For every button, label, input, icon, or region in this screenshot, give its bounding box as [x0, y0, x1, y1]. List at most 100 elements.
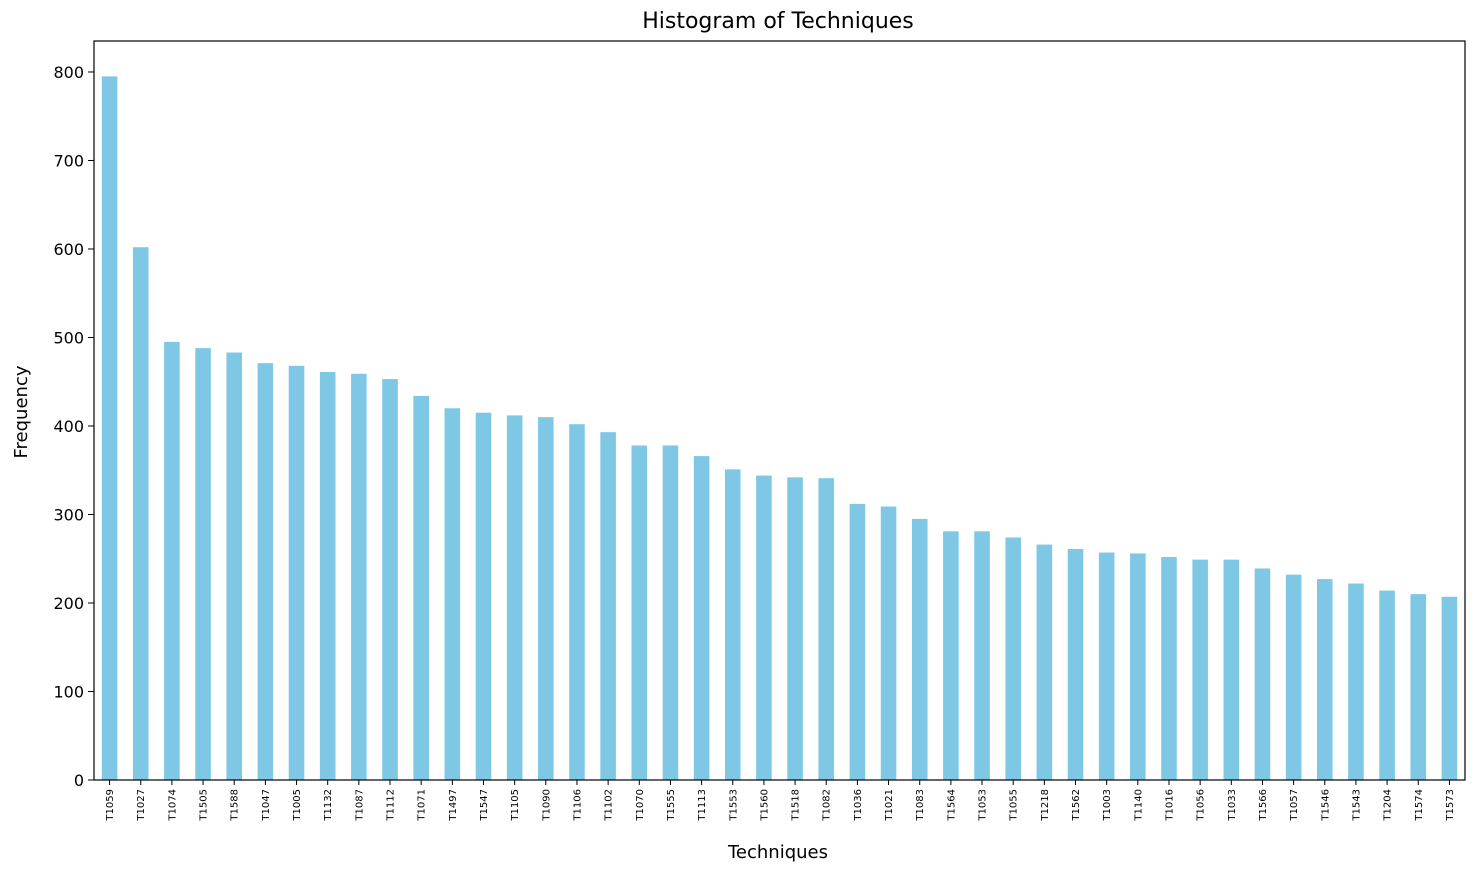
y-tick-label: 0 [74, 771, 84, 790]
x-tick-label: T1562 [1071, 789, 1082, 822]
x-tick-label: T1574 [1414, 789, 1425, 822]
bar-t1566 [1254, 568, 1271, 780]
y-tick-label: 500 [53, 328, 84, 347]
x-tick-label: T1102 [604, 789, 615, 822]
bar-t1005 [288, 365, 305, 780]
y-tick-label: 400 [53, 417, 84, 436]
x-tick-label: T1070 [635, 789, 646, 822]
bar-t1074 [164, 341, 180, 780]
bar-t1090 [538, 417, 554, 780]
bar-t1003 [1098, 552, 1115, 780]
x-tick-label: T1021 [884, 789, 895, 822]
x-tick-label: T1003 [1102, 789, 1113, 822]
bar-t1056 [1192, 559, 1208, 780]
bar-t1033 [1223, 559, 1240, 780]
x-tick-label: T1132 [323, 789, 334, 822]
bar-t1140 [1130, 553, 1146, 780]
bar-t1071 [413, 395, 429, 780]
bar-t1070 [631, 445, 648, 780]
x-tick-label: T1082 [822, 789, 833, 822]
y-axis: 0 100 200 300 400 500 600 700 800 [53, 63, 94, 790]
bar-t1083 [911, 518, 928, 780]
x-tick-label: T1573 [1445, 789, 1456, 822]
bar-t1518 [787, 477, 803, 780]
x-tick-label: T1560 [759, 789, 770, 822]
bar-t1562 [1067, 549, 1084, 780]
x-tick-label: T1546 [1320, 789, 1331, 822]
bar-t1112 [382, 379, 398, 780]
x-tick-label: T1518 [791, 789, 802, 822]
bar-t1543 [1348, 583, 1364, 780]
bar-t1021 [880, 506, 897, 780]
x-tick-label: T1204 [1383, 789, 1394, 822]
x-tick-label: T1027 [136, 789, 147, 822]
bar-t1113 [693, 456, 710, 780]
bar-t1588 [226, 352, 243, 780]
y-tick-label: 200 [53, 594, 84, 613]
x-tick-label: T1055 [1009, 789, 1020, 822]
x-tick-label: T1056 [1196, 789, 1207, 822]
bar-t1059 [101, 76, 118, 780]
bar-t1497 [444, 408, 461, 780]
x-tick-label: T1057 [1289, 789, 1300, 822]
bar-t1036 [849, 503, 866, 780]
bar-t1547 [475, 412, 492, 780]
bar-t1087 [351, 373, 367, 780]
x-tick-label: T1113 [697, 789, 708, 822]
bar-t1053 [974, 531, 990, 780]
x-tick-label: T1005 [292, 789, 303, 822]
x-tick-label: T1112 [386, 789, 397, 822]
bar-t1505 [195, 348, 211, 780]
x-tick-label: T1553 [728, 789, 739, 822]
x-tick-label: T1218 [1040, 789, 1051, 822]
y-tick-label: 300 [53, 505, 84, 524]
bar-t1573 [1441, 596, 1458, 780]
bars-group [101, 76, 1458, 780]
bar-t1106 [569, 424, 585, 780]
bar-t1218 [1036, 544, 1053, 780]
x-tick-label: T1106 [572, 789, 583, 822]
x-tick-label: T1090 [541, 789, 552, 822]
bar-t1132 [319, 372, 336, 780]
plot-frame [93, 40, 1466, 781]
bar-t1057 [1285, 574, 1302, 780]
chart-title: Histogram of Techniques [642, 9, 914, 34]
x-tick-label: T1087 [354, 789, 365, 822]
x-tick-label: T1547 [479, 789, 490, 822]
x-tick-label: T1074 [167, 789, 178, 822]
x-tick-label: T1053 [978, 789, 989, 822]
x-axis-label: Techniques [727, 842, 828, 863]
y-axis-label: Frequency [11, 365, 32, 458]
x-tick-label: T1071 [417, 789, 428, 822]
bar-t1105 [506, 415, 523, 780]
x-tick-label: T1543 [1351, 789, 1362, 822]
bar-t1082 [818, 478, 835, 780]
bar-t1102 [600, 432, 616, 780]
bar-t1555 [662, 445, 679, 780]
x-tick-label: T1059 [105, 789, 116, 822]
x-tick-label: T1033 [1227, 789, 1238, 822]
x-tick-label: T1140 [1133, 789, 1144, 822]
y-tick-label: 700 [53, 151, 84, 170]
x-tick-label: T1555 [666, 789, 677, 822]
y-tick-label: 600 [53, 240, 84, 259]
bar-t1564 [943, 531, 959, 780]
x-tick-label: T1497 [448, 789, 459, 822]
x-tick-label: T1083 [915, 789, 926, 822]
x-tick-label: T1588 [230, 789, 241, 822]
bar-t1553 [724, 469, 741, 780]
bar-t1016 [1161, 556, 1177, 780]
bar-t1027 [132, 247, 149, 780]
bar-t1055 [1005, 537, 1021, 780]
bar-t1204 [1379, 590, 1395, 780]
y-tick-label: 800 [53, 63, 84, 82]
bar-t1574 [1410, 594, 1427, 780]
x-tick-label: T1564 [946, 789, 957, 822]
x-tick-label: T1016 [1164, 789, 1175, 822]
x-tick-label: T1105 [510, 789, 521, 822]
bar-t1560 [756, 475, 772, 780]
bar-t1047 [257, 363, 274, 780]
x-tick-label: T1566 [1258, 789, 1269, 822]
x-tick-label: T1036 [853, 789, 864, 822]
